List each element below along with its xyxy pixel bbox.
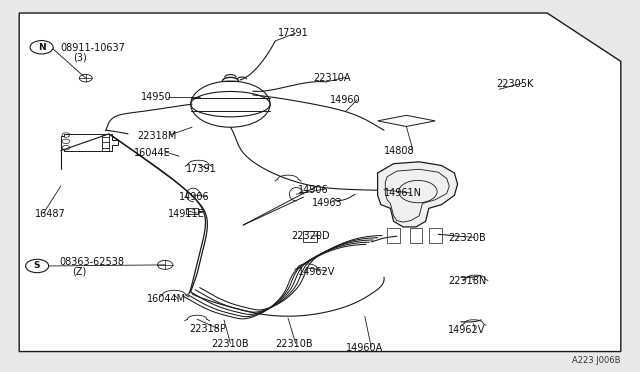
- Polygon shape: [378, 115, 435, 126]
- Text: N: N: [38, 43, 45, 52]
- Text: 14906: 14906: [298, 185, 328, 195]
- Circle shape: [26, 259, 49, 273]
- Text: 14911E: 14911E: [168, 209, 205, 219]
- Bar: [186, 208, 198, 214]
- Bar: [410, 228, 422, 243]
- Text: 14961N: 14961N: [384, 189, 422, 198]
- Text: 08911-10637: 08911-10637: [61, 44, 125, 53]
- Text: 16044E: 16044E: [134, 148, 171, 157]
- Text: 16044M: 16044M: [147, 295, 186, 304]
- Text: 14906: 14906: [179, 192, 210, 202]
- Bar: [387, 228, 400, 243]
- Text: 17391: 17391: [186, 164, 216, 174]
- Text: 22320B: 22320B: [448, 233, 486, 243]
- Text: A223 J006B: A223 J006B: [572, 356, 621, 365]
- Bar: [303, 231, 317, 242]
- Polygon shape: [378, 162, 458, 227]
- Text: (Z): (Z): [72, 267, 86, 276]
- Text: 22305K: 22305K: [496, 79, 533, 89]
- Text: 22310B: 22310B: [275, 339, 313, 349]
- Text: 22318N: 22318N: [448, 276, 486, 286]
- Text: 22318M: 22318M: [138, 131, 177, 141]
- Text: 22318P: 22318P: [189, 324, 226, 334]
- Text: 14950: 14950: [141, 92, 172, 102]
- Text: 14960: 14960: [330, 96, 360, 105]
- Text: 14960A: 14960A: [346, 343, 383, 353]
- Text: 17391: 17391: [278, 29, 309, 38]
- Text: 14963: 14963: [312, 198, 343, 208]
- Text: 16487: 16487: [35, 209, 66, 219]
- Text: 14962V: 14962V: [448, 325, 485, 335]
- Circle shape: [30, 41, 53, 54]
- Text: 14962V: 14962V: [298, 267, 335, 276]
- Bar: [429, 228, 442, 243]
- Text: 22320D: 22320D: [291, 231, 330, 241]
- Text: (3): (3): [74, 53, 87, 62]
- Text: 08363-62538: 08363-62538: [59, 257, 124, 267]
- Polygon shape: [19, 13, 621, 352]
- Text: 14808: 14808: [384, 146, 415, 155]
- Text: 22310A: 22310A: [314, 73, 351, 83]
- Text: 22310B: 22310B: [211, 339, 249, 349]
- Text: S: S: [34, 262, 40, 270]
